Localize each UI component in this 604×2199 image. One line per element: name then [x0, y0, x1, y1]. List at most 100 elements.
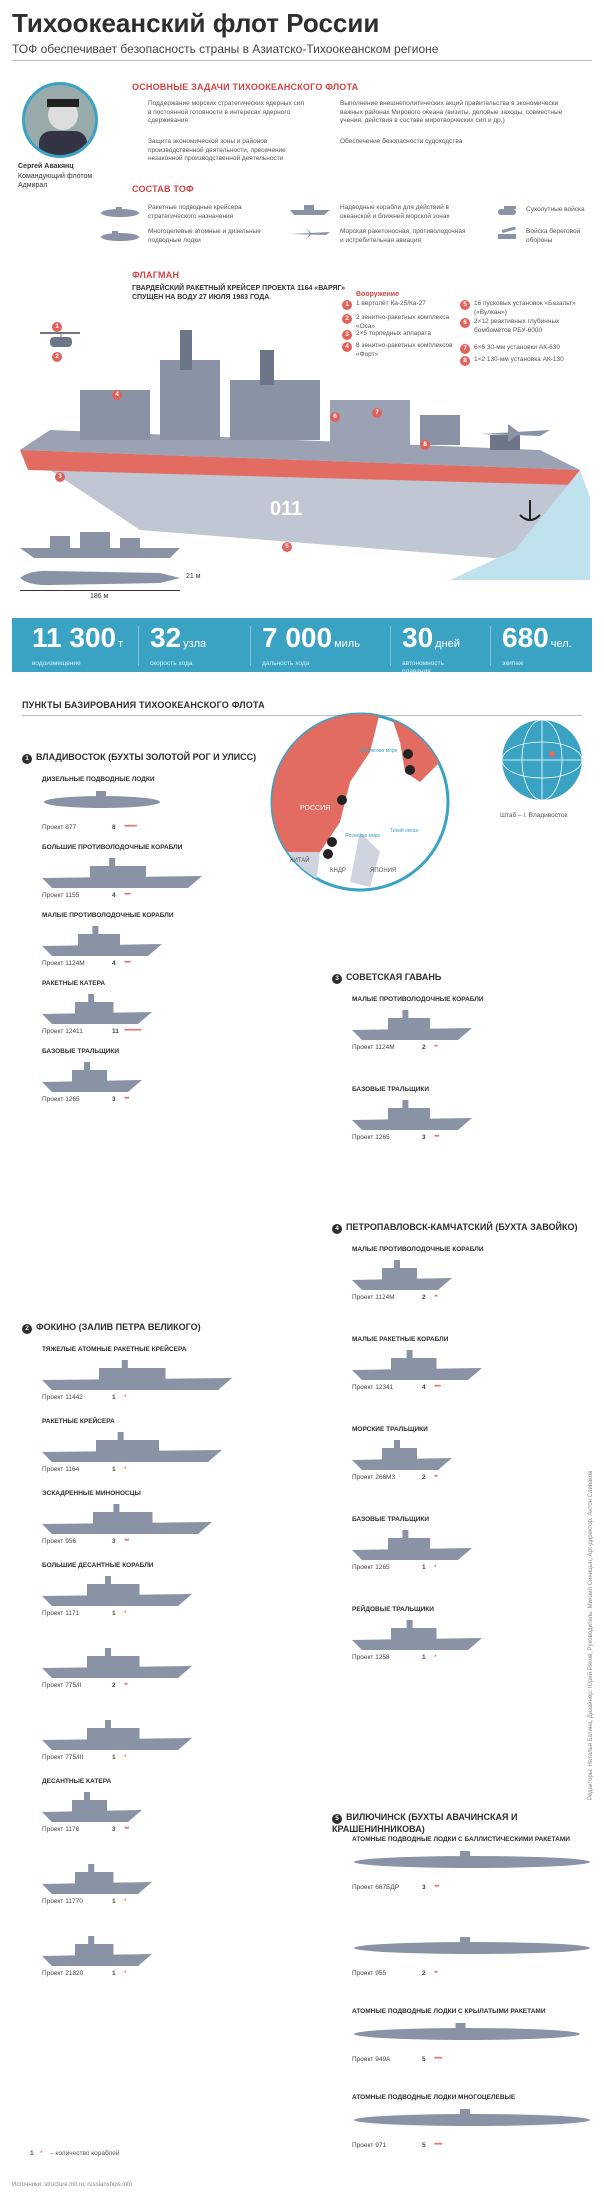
armament-number: 2: [342, 314, 352, 324]
base-name: ВИЛЮЧИНСК (БУХТЫ АВАЧИНСКАЯ И КРАШЕНИННИ…: [332, 1812, 518, 1834]
stat-unit: узла: [183, 638, 207, 650]
dimension-line: [20, 590, 180, 591]
category-title: ТЯЖЕЛЫЕ АТОМНЫЕ РАКЕТНЫЕ КРЕЙСЕРА: [42, 1346, 187, 1353]
ship-count-stars: **: [434, 1294, 438, 1301]
fleet-map: РОССИЯ КИТАЙ КНДР ЯПОНИЯ Японское море Т…: [270, 712, 450, 892]
ship-count-stars: *: [124, 1898, 126, 1905]
base-heading: 1 ВЛАДИВОСТОК (БУХТЫ ЗОЛОТОЙ РОГ И УЛИСС): [22, 752, 256, 764]
flagship-heading: ФЛАГМАН: [132, 270, 180, 280]
tasks-heading: ОСНОВНЫЕ ЗАДАЧИ ТИХООКЕАНСКОГО ФЛОТА: [132, 82, 359, 92]
base-heading: 3 СОВЕТСКАЯ ГАВАНЬ: [332, 972, 441, 984]
divider: [22, 715, 582, 716]
armament-text: 6×6 30-мм установки АК-630: [474, 344, 560, 351]
ship-count: 4: [422, 1384, 426, 1391]
project-name: Проект 11770: [42, 1898, 83, 1905]
ship-count: 1: [112, 1466, 116, 1473]
commander-rank: Адмирал: [18, 182, 48, 189]
category-title: БОЛЬШИЕ ДЕСАНТНЫЕ КОРАБЛИ: [42, 1562, 154, 1569]
project-row: Проект 1155 4 ****: [42, 892, 242, 899]
base-name: ВЛАДИВОСТОК (БУХТЫ ЗОЛОТОЙ РОГ И УЛИСС): [36, 752, 257, 762]
ship-count-stars: *****: [434, 2142, 443, 2149]
project-row: Проект 1124М 2 **: [352, 1294, 552, 1301]
project-name: Проект 266М3: [352, 1474, 396, 1481]
globe-icon: [501, 719, 583, 801]
ship-count: 3: [112, 1538, 116, 1545]
ship-silhouette: [42, 788, 162, 815]
ship-count: 3: [112, 1096, 116, 1103]
ship-count-stars: ****: [124, 892, 131, 899]
composition-item: Морская ракетоносная, противолодочная и …: [340, 228, 466, 244]
category-title: МОРСКИЕ ТРАЛЬЩИКИ: [352, 1426, 428, 1433]
ship-silhouette: [42, 1358, 232, 1397]
task-item: Поддержание морских стратегических ядерн…: [148, 100, 305, 124]
task-item: Выполнение внешнеполитических акций прав…: [340, 100, 563, 124]
base-name: СОВЕТСКАЯ ГАВАНЬ: [346, 972, 442, 982]
category-title: ДЕСАНТНЫЕ КАТЕРА: [42, 1778, 112, 1785]
armament-item: 6 2×12 реактивных глубинных бомбомётов РБ…: [460, 318, 586, 335]
bases-heading: ПУНКТЫ БАЗИРОВАНИЯ ТИХООКЕАНСКОГО ФЛОТА: [22, 700, 265, 710]
ship-count: 2: [422, 1474, 426, 1481]
armament-item: 4 8 зенитно-ракетных комплексов «Форт»: [342, 342, 468, 359]
ship-silhouette: [42, 1862, 152, 1901]
project-row: Проект 1265 3 ***: [42, 1096, 242, 1103]
project-row: Проект 21820 1 *: [42, 1970, 242, 1977]
project-name: Проект 12411: [42, 1028, 83, 1035]
ship-count-stars: ***: [124, 1826, 130, 1833]
stat-unit: миль: [334, 638, 360, 650]
project-row: Проект 775/III 1 *: [42, 1754, 242, 1761]
stat: 32 узла скорость хода: [150, 622, 207, 667]
project-row: Проект 1164 1 *: [42, 1466, 242, 1473]
ship-count: 2: [112, 1682, 116, 1689]
ship-count: 11: [112, 1028, 119, 1035]
armament-item: 3 2×5 торпедных аппарата: [342, 330, 468, 340]
marker-6: 6: [330, 412, 340, 422]
category-title: АТОМНЫЕ ПОДВОДНЫЕ ЛОДКИ С БАЛЛИСТИЧЕСКИМ…: [352, 1836, 570, 1843]
category-title: БАЗОВЫЕ ТРАЛЬЩИКИ: [352, 1086, 430, 1093]
project-name: Проект 956: [42, 1538, 77, 1545]
base-number: 1: [22, 754, 32, 764]
base-heading: 2 ФОКИНО (ЗАЛИВ ПЕТРА ВЕЛИКОГО): [22, 1322, 201, 1334]
project-row: Проект 956 3 ***: [42, 1538, 242, 1545]
project-name: Проект 955: [352, 1970, 387, 1977]
cruiser-illustration: 011: [20, 330, 590, 580]
ship-count: 3: [422, 1134, 426, 1141]
ship-silhouette: [352, 1008, 472, 1047]
ship-count-stars: ****: [434, 1384, 441, 1391]
stat: 11 300 т водоизмещение: [32, 622, 123, 667]
project-name: Проект 1164: [42, 1466, 80, 1473]
category-title: ДИЗЕЛЬНЫЕ ПОДВОДНЫЕ ЛОДКИ: [42, 776, 155, 783]
armament-text: 2 зенитно-ракетных комплекса «Оса»: [356, 314, 450, 330]
project-row: Проект 12341 4 ****: [352, 1384, 552, 1391]
ship-count: 8: [112, 824, 116, 831]
stat: 680 чел. экипаж: [502, 622, 572, 667]
project-row: Проект 11442 1 *: [42, 1394, 242, 1401]
armament-text: 8 зенитно-ракетных комплексов «Форт»: [356, 342, 453, 358]
category-title: БАЗОВЫЕ ТРАЛЬЩИКИ: [42, 1048, 120, 1055]
stat-value: 680: [502, 622, 549, 653]
ship-count: 1: [112, 1394, 116, 1401]
ship-count: 4: [112, 960, 116, 967]
project-name: Проект 877: [42, 824, 77, 831]
category-title: АТОМНЫЕ ПОДВОДНЫЕ ЛОДКИ С КРЫЛАТЫМИ РАКЕ…: [352, 2008, 546, 2015]
ship-silhouette: [352, 1934, 592, 1961]
project-row: Проект 971 5 *****: [352, 2142, 552, 2149]
ship-count: 1: [112, 1898, 116, 1905]
ship-count: 2: [422, 1970, 426, 1977]
project-name: Проект 1265: [42, 1096, 80, 1103]
ship-silhouette: [42, 1934, 152, 1973]
category-title: БОЛЬШИЕ ПРОТИВОЛОДОЧНЫЕ КОРАБЛИ: [42, 844, 183, 851]
tank-icon: [498, 206, 516, 215]
ship-silhouette: [42, 1430, 222, 1469]
marker-3: 3: [55, 472, 65, 482]
ship-count: 3: [112, 1826, 116, 1833]
category-title: РАКЕТНЫЕ КРЕЙСЕРА: [42, 1418, 115, 1425]
project-row: Проект 1176 3 ***: [42, 1826, 242, 1833]
stat-label: дальность хода: [262, 660, 310, 667]
stat: 30 дней автономность плавания: [402, 622, 460, 675]
hull-number: 011: [270, 498, 302, 520]
project-row: Проект 775/II 2 **: [42, 1682, 242, 1689]
submarine-icon: [101, 207, 139, 217]
project-row: Проект 1124М 4 ****: [42, 960, 242, 967]
stat-label: водоизмещение: [32, 660, 81, 667]
composition-heading: СОСТАВ ТОФ: [132, 184, 194, 194]
